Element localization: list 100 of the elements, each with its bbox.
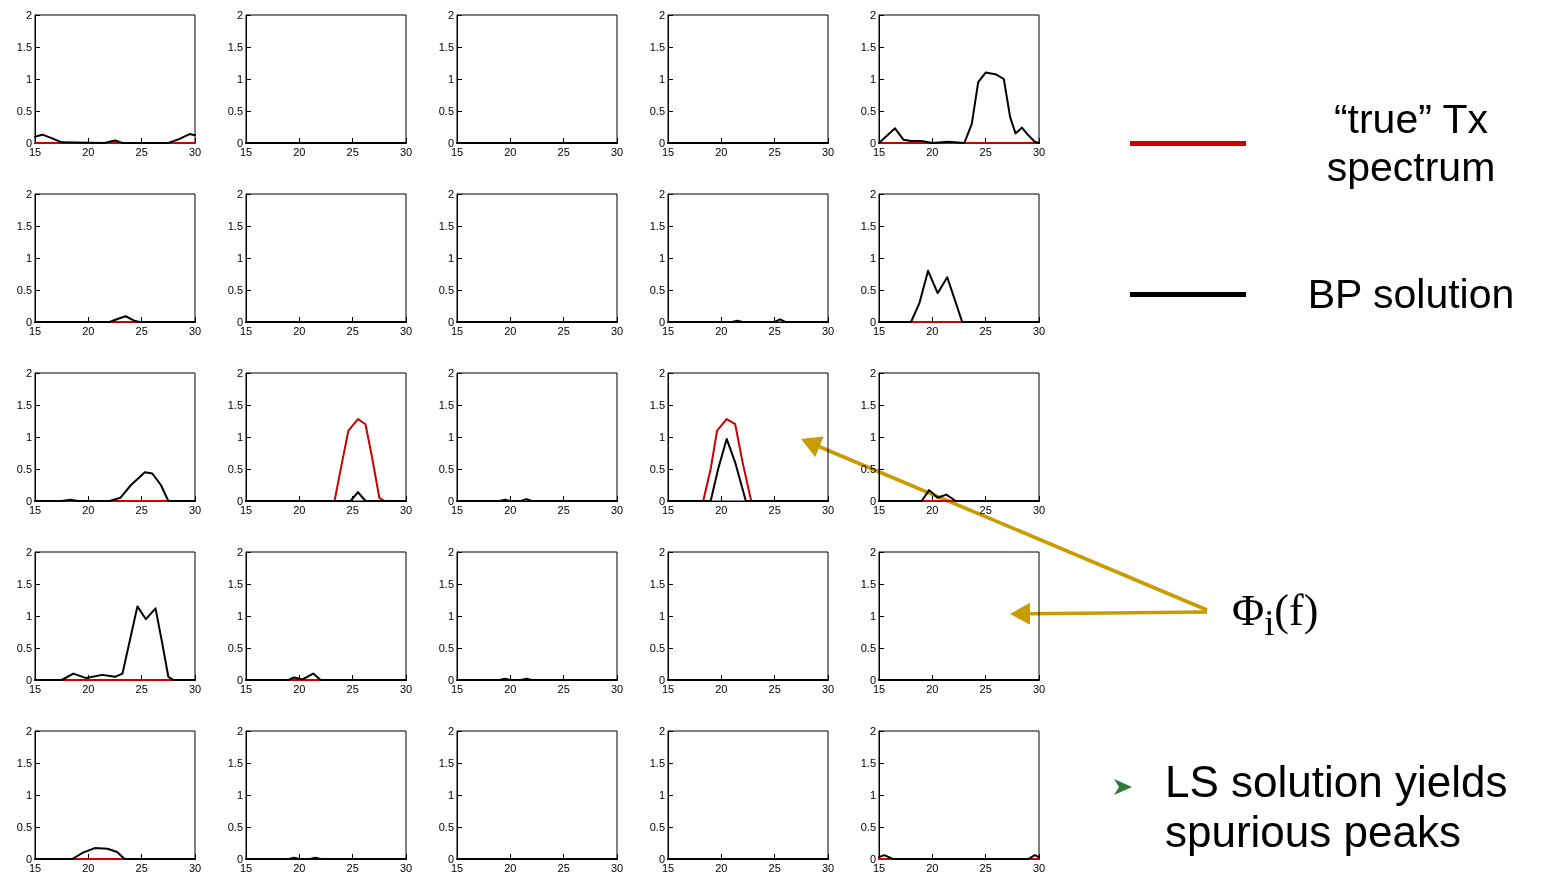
y-tick-label: 0	[236, 674, 243, 686]
y-tick-label: 0	[447, 316, 454, 328]
x-tick-label: 30	[399, 145, 413, 158]
y-tick-label: 1.5	[649, 399, 665, 411]
x-tick-label: 25	[346, 145, 359, 158]
y-tick-label: 1	[658, 431, 665, 443]
x-tick-label: 25	[979, 145, 992, 158]
y-tick-label: 2	[25, 9, 32, 21]
y-tick-label: 1.5	[860, 41, 876, 53]
x-tick-label: 20	[82, 145, 95, 158]
x-tick-label: 30	[188, 503, 202, 516]
x-tick-label: 25	[979, 324, 992, 337]
x-tick-label: 20	[293, 145, 306, 158]
y-tick-label: 2	[25, 188, 32, 200]
y-tick-label: 0	[658, 137, 665, 149]
y-tick-label: 0.5	[649, 642, 665, 654]
y-tick-label: 0	[447, 137, 454, 149]
y-tick-label: 1.5	[860, 578, 876, 590]
x-tick-label: 25	[346, 861, 359, 874]
y-tick-label: 2	[658, 367, 665, 379]
x-tick-label: 20	[715, 682, 728, 695]
x-tick-label: 30	[821, 145, 835, 158]
x-tick-label: 25	[135, 503, 148, 516]
y-tick-label: 1.5	[438, 399, 454, 411]
y-tick-label: 1.5	[16, 757, 32, 769]
x-tick-label: 30	[1032, 145, 1046, 158]
y-tick-label: 2	[447, 367, 454, 379]
y-tick-label: 0.5	[649, 105, 665, 117]
x-tick-label: 30	[821, 503, 835, 516]
y-tick-label: 0.5	[438, 284, 454, 296]
x-tick-label: 20	[715, 503, 728, 516]
y-tick-label: 0.5	[16, 284, 32, 296]
y-tick-label: 1.5	[860, 399, 876, 411]
y-tick-label: 1.5	[438, 578, 454, 590]
y-tick-label: 1.5	[438, 757, 454, 769]
y-tick-label: 0.5	[438, 463, 454, 475]
x-tick-label: 20	[504, 145, 517, 158]
y-tick-label: 1	[236, 431, 243, 443]
y-tick-label: 0.5	[860, 642, 876, 654]
y-tick-label: 1	[658, 789, 665, 801]
y-tick-label: 2	[658, 188, 665, 200]
x-tick-label: 20	[504, 682, 517, 695]
y-tick-label: 1.5	[649, 578, 665, 590]
y-tick-label: 0	[447, 495, 454, 507]
text: Φ$_{i}$(f)	[1232, 585, 1319, 644]
legend-label: BP solution	[1306, 270, 1516, 318]
y-tick-label: 2	[869, 9, 876, 21]
y-tick-label: 0.5	[649, 463, 665, 475]
y-tick-label: 1	[869, 431, 876, 443]
x-tick-label: 25	[135, 861, 148, 874]
y-tick-label: 0.5	[16, 642, 32, 654]
y-tick-label: 1	[447, 73, 454, 85]
x-tick-label: 25	[346, 324, 359, 337]
y-tick-label: 2	[25, 367, 32, 379]
y-tick-label: 0	[447, 853, 454, 865]
x-tick-label: 20	[715, 861, 728, 874]
y-tick-label: 1.5	[438, 220, 454, 232]
x-tick-label: 25	[557, 324, 570, 337]
x-tick-label: 30	[399, 682, 413, 695]
y-tick-label: 2	[236, 367, 243, 379]
y-tick-label: 1.5	[227, 757, 243, 769]
x-tick-label: 20	[293, 324, 306, 337]
x-tick-label: 25	[135, 145, 148, 158]
y-tick-label: 2	[658, 546, 665, 558]
y-tick-label: 0.5	[227, 284, 243, 296]
x-tick-label: 25	[135, 324, 148, 337]
y-tick-label: 0	[25, 674, 32, 686]
x-tick-label: 20	[926, 682, 939, 695]
x-tick-label: 20	[926, 503, 939, 516]
x-tick-label: 20	[82, 324, 95, 337]
x-tick-label: 30	[1032, 324, 1046, 337]
y-tick-label: 1.5	[649, 41, 665, 53]
y-tick-label: 1	[25, 252, 32, 264]
x-tick-label: 25	[979, 682, 992, 695]
x-tick-label: 30	[610, 682, 624, 695]
y-tick-label: 1.5	[227, 220, 243, 232]
y-tick-label: 2	[25, 546, 32, 558]
y-tick-label: 1	[447, 789, 454, 801]
x-tick-label: 30	[399, 324, 413, 337]
y-tick-label: 0	[869, 137, 876, 149]
y-tick-label: 1	[447, 252, 454, 264]
x-tick-label: 30	[610, 861, 624, 874]
y-tick-label: 2	[447, 725, 454, 737]
y-tick-label: 0.5	[16, 105, 32, 117]
text: LS solution yields spurious peaks	[1165, 757, 1509, 857]
y-tick-label: 1.5	[860, 220, 876, 232]
x-tick-label: 20	[82, 861, 95, 874]
y-tick-label: 1.5	[16, 220, 32, 232]
x-tick-label: 20	[715, 324, 728, 337]
y-tick-label: 2	[869, 367, 876, 379]
x-tick-label: 30	[610, 145, 624, 158]
x-tick-label: 25	[557, 145, 570, 158]
x-tick-label: 30	[1032, 503, 1046, 516]
x-tick-label: 25	[557, 861, 570, 874]
x-tick-label: 20	[926, 861, 939, 874]
y-tick-label: 0.5	[649, 821, 665, 833]
legend-label: “true” Tx spectrum	[1325, 95, 1497, 191]
y-tick-label: 1.5	[860, 757, 876, 769]
y-tick-label: 1	[658, 73, 665, 85]
x-tick-label: 20	[504, 503, 517, 516]
